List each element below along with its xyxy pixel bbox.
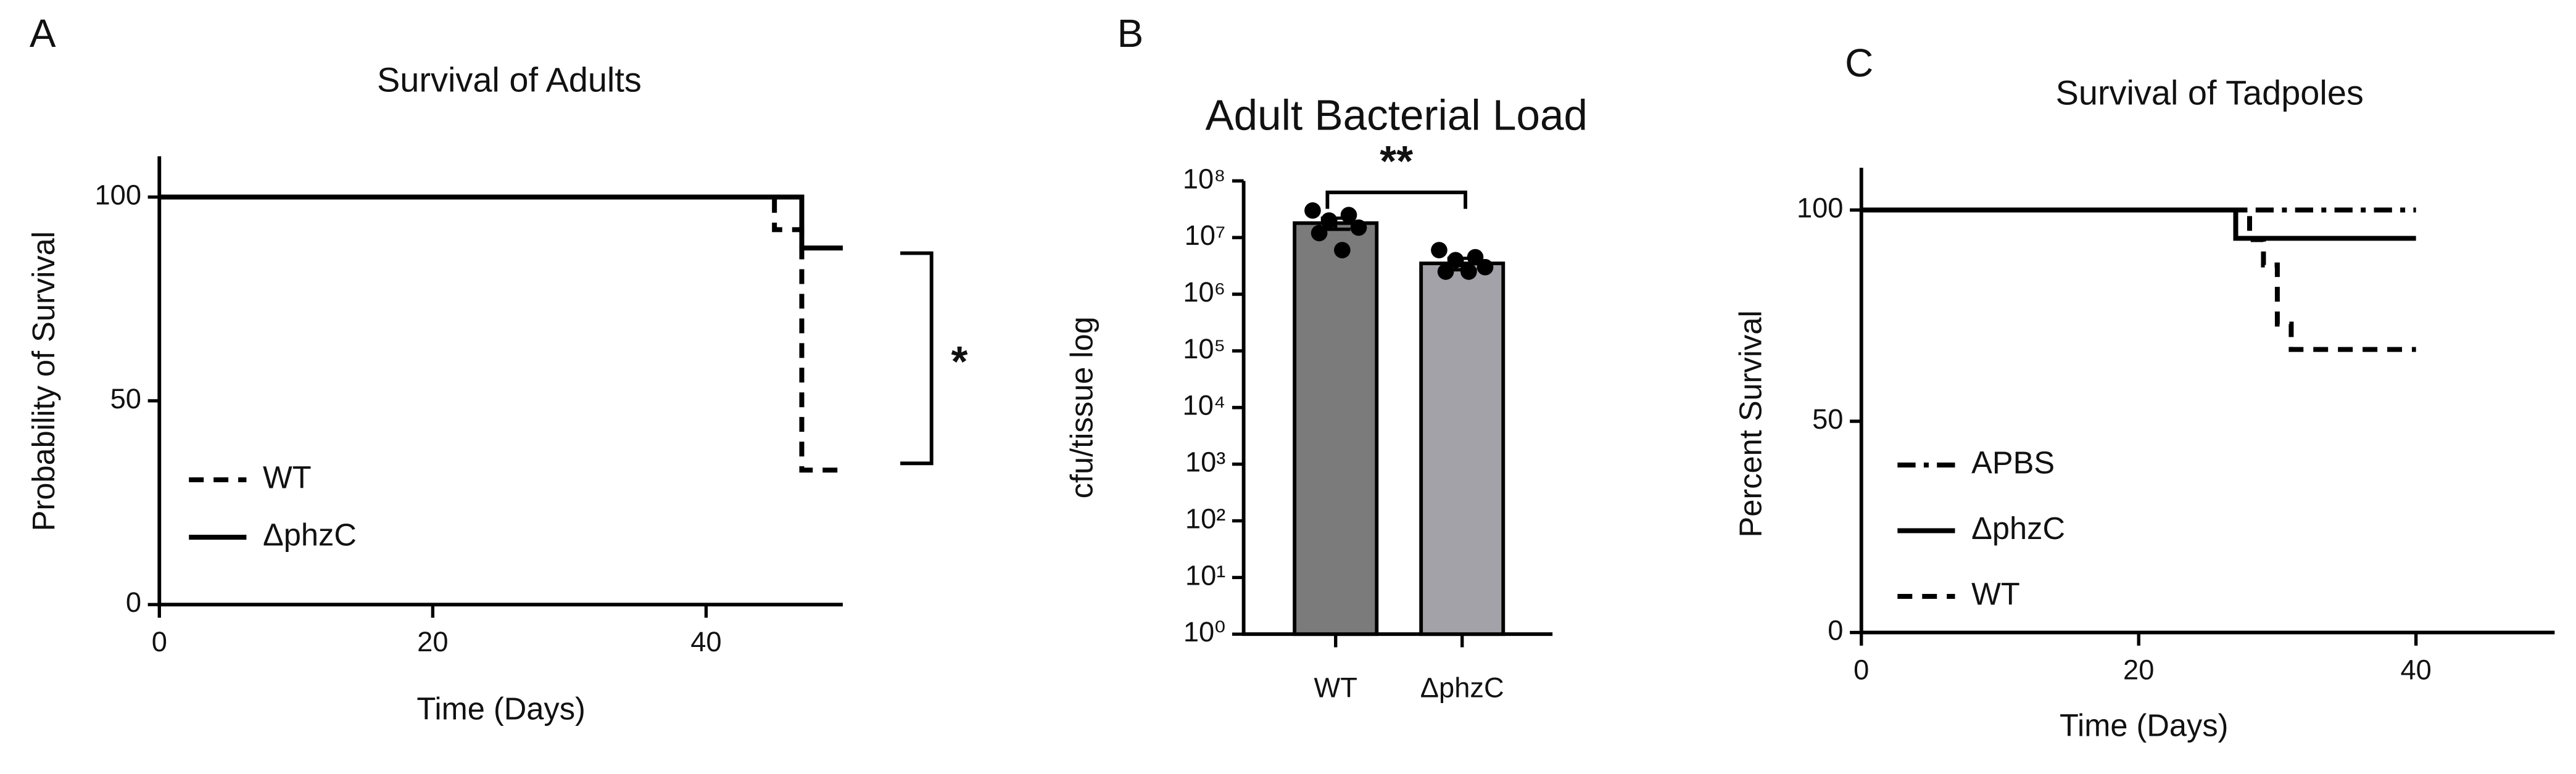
x-tick-label: 20 xyxy=(417,626,448,657)
x-tick-label: 20 xyxy=(2123,654,2154,685)
panel-letter: A xyxy=(30,11,56,56)
y-tick-label: 10⁶ xyxy=(1183,276,1225,308)
x-axis-label: Time (Days) xyxy=(2060,707,2229,743)
survival-line xyxy=(159,194,843,473)
y-tick-label: 10⁷ xyxy=(1185,220,1226,251)
y-tick-label: 10⁰ xyxy=(1183,616,1225,648)
y-tick-label: 0 xyxy=(126,587,141,618)
y-tick-label: 100 xyxy=(94,179,141,210)
data-point xyxy=(1467,249,1484,266)
legend-label: ΔphzC xyxy=(1971,511,2065,546)
y-axis-label: cfu/tissue log xyxy=(1064,316,1100,498)
data-point xyxy=(1460,263,1477,280)
y-tick-label: 10¹ xyxy=(1185,559,1225,591)
data-point xyxy=(1447,252,1464,269)
x-tick-label: 0 xyxy=(1853,654,1869,685)
bar xyxy=(1293,221,1379,636)
data-point xyxy=(1476,258,1494,276)
annotation: * xyxy=(951,337,968,385)
x-tick-label: ΔphzC xyxy=(1420,672,1504,704)
panel-letter: C xyxy=(1845,41,1873,85)
data-point xyxy=(1311,224,1328,242)
chart-title: Survival of Adults xyxy=(377,60,642,99)
y-tick-label: 100 xyxy=(1797,192,1844,223)
x-tick-label: 0 xyxy=(152,626,167,657)
data-point xyxy=(1431,242,1447,258)
x-axis-label: Time (Days) xyxy=(416,691,586,727)
legend-label: APBS xyxy=(1971,445,2055,480)
y-tick-label: 50 xyxy=(110,383,141,414)
bar xyxy=(1419,261,1505,636)
y-tick-label: 10⁴ xyxy=(1183,390,1226,421)
legend-label: WT xyxy=(1971,576,2020,611)
y-tick-label: 10³ xyxy=(1185,447,1225,478)
legend-label: WT xyxy=(263,459,312,495)
data-point xyxy=(1334,242,1351,258)
legend-label: ΔphzC xyxy=(263,517,357,552)
x-tick-label: 40 xyxy=(2400,654,2431,685)
y-tick-label: 0 xyxy=(1828,615,1843,646)
annotation: ** xyxy=(1380,137,1413,185)
y-tick-label: 10⁸ xyxy=(1183,163,1225,194)
significance-bracket xyxy=(1325,191,1467,209)
y-tick-label: 50 xyxy=(1812,403,1843,435)
chart-title: Adult Bacterial Load xyxy=(1205,91,1588,139)
significance-bracket xyxy=(900,251,934,466)
panel-letter: B xyxy=(1117,11,1144,56)
y-tick-label: 10⁵ xyxy=(1183,333,1225,364)
x-tick-label: WT xyxy=(1314,672,1357,704)
y-axis-label: Percent Survival xyxy=(1733,310,1768,537)
chart-title: Survival of Tadpoles xyxy=(2056,73,2364,112)
data-point xyxy=(1304,202,1321,219)
survival-line xyxy=(159,194,843,251)
data-point xyxy=(1320,212,1338,229)
x-tick-label: 40 xyxy=(690,626,721,657)
data-point xyxy=(1350,219,1367,236)
data-point xyxy=(1437,263,1454,280)
y-axis-label: Probability of Survival xyxy=(26,231,61,531)
data-point xyxy=(1340,207,1357,223)
survival-line xyxy=(1861,207,2416,352)
y-tick-label: 10² xyxy=(1185,503,1225,534)
